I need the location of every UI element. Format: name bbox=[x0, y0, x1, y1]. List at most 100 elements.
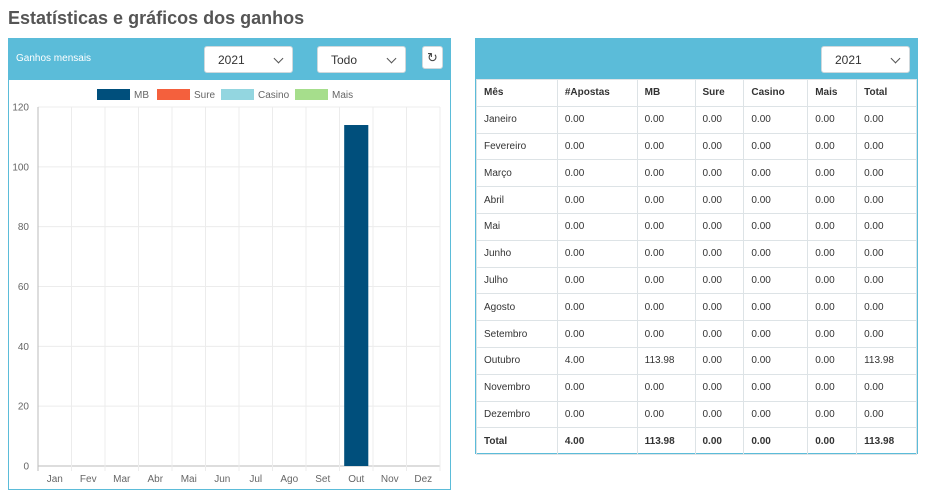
table-cell: 4.00 bbox=[556, 427, 638, 456]
col-header: Mais bbox=[807, 79, 858, 107]
table-cell: 0.00 bbox=[743, 373, 809, 402]
filter-select-value: Todo bbox=[331, 53, 358, 67]
y-tick-label: 120 bbox=[12, 103, 29, 114]
table-cell: 0.00 bbox=[856, 400, 917, 429]
x-tick-label: Ago bbox=[280, 474, 298, 485]
table-cell: 113.98 bbox=[856, 427, 917, 456]
table-cell: 0.00 bbox=[636, 320, 696, 348]
legend-label: Casino bbox=[258, 90, 290, 101]
year-select[interactable]: 2021 bbox=[821, 46, 910, 73]
table-cell: 0.00 bbox=[556, 293, 638, 322]
x-tick-label: Abr bbox=[147, 474, 163, 485]
stats-table: Mês #Apostas MB Sure Casino Mais Total J… bbox=[476, 79, 917, 456]
table-cell: 0.00 bbox=[856, 186, 917, 214]
table-cell: 0.00 bbox=[694, 159, 745, 188]
table-cell: 0.00 bbox=[694, 400, 745, 429]
x-tick-label: Jun bbox=[214, 474, 230, 485]
table-cell: 0.00 bbox=[694, 132, 745, 161]
table-cell: 0.00 bbox=[556, 400, 638, 429]
panel-header: 2021 bbox=[476, 39, 917, 80]
table-cell: 113.98 bbox=[856, 346, 917, 375]
table-cell: 0.00 bbox=[556, 186, 638, 214]
chevron-down-icon bbox=[386, 53, 397, 64]
year-select[interactable]: 2021 bbox=[204, 46, 293, 73]
legend-label: Mais bbox=[332, 90, 353, 101]
table-cell: 0.00 bbox=[743, 400, 809, 429]
table-row: Agosto 0.00 0.00 0.00 0.00 0.00 0.00 bbox=[476, 293, 917, 322]
y-tick-label: 0 bbox=[23, 462, 29, 473]
table-cell: 0.00 bbox=[556, 132, 638, 161]
col-header: Casino bbox=[743, 79, 809, 107]
table-cell: 0.00 bbox=[807, 293, 858, 322]
table-cell: 0.00 bbox=[856, 373, 917, 402]
table-cell: 0.00 bbox=[694, 212, 745, 241]
table-cell: 0.00 bbox=[556, 320, 638, 348]
table-cell: 0.00 bbox=[743, 159, 809, 188]
table-cell: 0.00 bbox=[856, 266, 917, 295]
table-cell: 0.00 bbox=[743, 346, 809, 375]
table-cell: 0.00 bbox=[694, 346, 745, 375]
table-cell: Agosto bbox=[476, 293, 558, 322]
table-cell: 0.00 bbox=[856, 159, 917, 188]
table-cell: 0.00 bbox=[556, 239, 638, 268]
table-cell: 0.00 bbox=[856, 132, 917, 161]
panel-header: Ganhos mensais 2021 Todo ↻ bbox=[9, 39, 450, 80]
panel-title: Ganhos mensais bbox=[16, 53, 92, 64]
legend-swatch bbox=[295, 89, 328, 100]
y-tick-label: 40 bbox=[18, 342, 30, 353]
x-tick-label: Nov bbox=[381, 474, 399, 485]
y-tick-label: 60 bbox=[18, 282, 30, 293]
table-cell: 0.00 bbox=[636, 186, 696, 214]
table-cell: Março bbox=[476, 159, 558, 188]
refresh-button[interactable]: ↻ bbox=[422, 46, 443, 69]
x-tick-label: Set bbox=[315, 474, 330, 485]
table-row: Janeiro 0.00 0.00 0.00 0.00 0.00 0.00 bbox=[476, 105, 917, 134]
table-total-row: Total 4.00 113.98 0.00 0.00 0.00 113.98 bbox=[476, 427, 917, 456]
table-row: Setembro 0.00 0.00 0.00 0.00 0.00 0.00 bbox=[476, 320, 917, 348]
table-cell: 113.98 bbox=[636, 427, 696, 456]
table-row: Julho 0.00 0.00 0.00 0.00 0.00 0.00 bbox=[476, 266, 917, 295]
table-cell: Total bbox=[476, 427, 558, 456]
monthly-earnings-panel: Ganhos mensais 2021 Todo ↻ MB Sure Casino M… bbox=[8, 38, 451, 490]
table-cell: 0.00 bbox=[807, 346, 858, 375]
table-row: Abril 0.00 0.00 0.00 0.00 0.00 0.00 bbox=[476, 186, 917, 214]
table-cell: 0.00 bbox=[694, 320, 745, 348]
table-cell: 0.00 bbox=[694, 266, 745, 295]
table-row: Outubro 4.00 113.98 0.00 0.00 0.00 113.98 bbox=[476, 346, 917, 375]
table-cell: 0.00 bbox=[807, 132, 858, 161]
table-cell: 0.00 bbox=[694, 186, 745, 214]
monthly-stats-panel: 2021 Mês #Apostas MB Sure Casino Mais To… bbox=[475, 38, 918, 456]
table-cell: 0.00 bbox=[636, 373, 696, 402]
table-cell: 0.00 bbox=[807, 427, 858, 456]
table-cell: 0.00 bbox=[807, 266, 858, 295]
table-cell: 113.98 bbox=[636, 346, 696, 375]
table-cell: 0.00 bbox=[807, 159, 858, 188]
table-cell: 0.00 bbox=[694, 105, 745, 134]
table-cell: 0.00 bbox=[856, 239, 917, 268]
chevron-down-icon bbox=[890, 53, 901, 64]
table-cell: 0.00 bbox=[856, 293, 917, 322]
table-cell: 0.00 bbox=[636, 132, 696, 161]
col-header: Sure bbox=[694, 79, 745, 107]
table-cell: 0.00 bbox=[807, 239, 858, 268]
table-cell: 0.00 bbox=[856, 212, 917, 241]
x-tick-label: Fev bbox=[80, 474, 97, 485]
table-header-row: Mês #Apostas MB Sure Casino Mais Total bbox=[476, 79, 917, 107]
table-cell: Junho bbox=[476, 239, 558, 268]
table-cell: 0.00 bbox=[694, 239, 745, 268]
table-cell: Fevereiro bbox=[476, 132, 558, 161]
y-tick-label: 80 bbox=[18, 222, 30, 233]
page-title: Estatísticas e gráficos dos ganhos bbox=[8, 8, 305, 28]
table-cell: 0.00 bbox=[636, 159, 696, 188]
table-row: Mai 0.00 0.00 0.00 0.00 0.00 0.00 bbox=[476, 212, 917, 241]
table-row: Junho 0.00 0.00 0.00 0.00 0.00 0.00 bbox=[476, 239, 917, 268]
chevron-down-icon bbox=[273, 53, 284, 64]
table-cell: 4.00 bbox=[556, 346, 638, 375]
table-cell: 0.00 bbox=[807, 400, 858, 429]
filter-select[interactable]: Todo bbox=[317, 46, 406, 73]
x-tick-label: Out bbox=[348, 474, 364, 485]
table-cell: 0.00 bbox=[743, 105, 809, 134]
col-header: Total bbox=[856, 79, 917, 107]
y-tick-label: 100 bbox=[12, 162, 29, 173]
table-cell: 0.00 bbox=[694, 373, 745, 402]
